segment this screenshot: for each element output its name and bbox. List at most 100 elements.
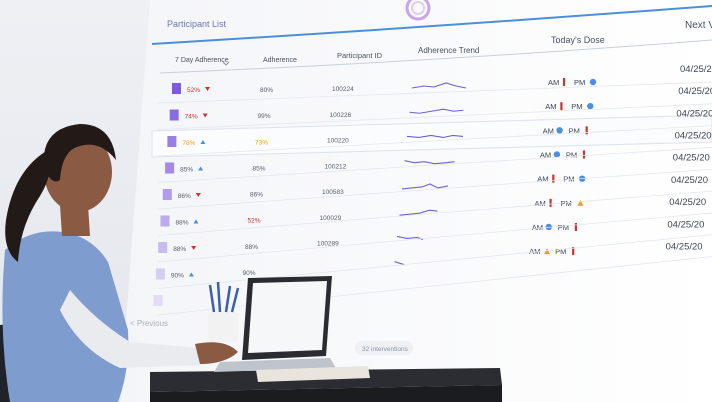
next-visit-date: 04/25/20 bbox=[675, 131, 712, 142]
late-dose-icon bbox=[577, 199, 584, 206]
participant-table: 52% 80% 100224 AM PM 04/25/2 74% 99% 100226 AM PM 0… bbox=[151, 64, 712, 316]
table-row[interactable]: 85% 85% 100212 AM PM 04/25/20 bbox=[157, 131, 712, 183]
table-row[interactable]: 88% 52% 100029 AM PM 04/25/20 bbox=[157, 175, 712, 236]
next-visit-date: 04/25/2 bbox=[680, 64, 712, 75]
missed-dose-icon bbox=[560, 102, 563, 111]
missed-dose-icon bbox=[572, 247, 575, 256]
adherence-bar bbox=[158, 242, 168, 253]
seven-day-adherence: 88% bbox=[173, 246, 186, 253]
missed-dose-icon bbox=[563, 78, 566, 86]
trend-down-icon bbox=[205, 87, 210, 91]
adherence-value: 52% bbox=[248, 218, 261, 225]
taken-dose-icon bbox=[589, 78, 597, 86]
participant-id[interactable]: 100212 bbox=[325, 163, 347, 170]
adherence-bar bbox=[172, 83, 181, 94]
participant-id[interactable]: 100583 bbox=[322, 189, 344, 196]
trend-down-icon bbox=[195, 193, 201, 197]
table-row[interactable]: 74% 99% 100226 AM PM 04/25/20 bbox=[157, 86, 712, 130]
pm-label: PM bbox=[569, 126, 580, 135]
next-visit-date: 04/25/20 bbox=[671, 175, 708, 186]
adherence-value: 99% bbox=[258, 113, 271, 120]
adherence-sparkline bbox=[411, 82, 467, 89]
pm-label: PM bbox=[571, 102, 582, 111]
missed-dose-icon bbox=[585, 126, 588, 135]
column-header[interactable]: Adherence bbox=[263, 57, 297, 64]
adherence-value: 80% bbox=[260, 87, 273, 94]
next-visit-date: 04/25/20 bbox=[678, 86, 712, 97]
adherence-sparkline bbox=[394, 261, 405, 266]
missed-dose-icon bbox=[574, 222, 577, 231]
adherence-sparkline bbox=[406, 134, 464, 139]
adherence-value: 86% bbox=[250, 192, 263, 199]
interventions-count: 32 interventions bbox=[362, 346, 409, 353]
am-label: AM bbox=[543, 126, 554, 135]
adherence-bar bbox=[165, 162, 175, 174]
header-accent-line bbox=[151, 5, 712, 45]
pm-label: PM bbox=[563, 175, 574, 184]
adherence-bar bbox=[160, 215, 170, 227]
column-header[interactable]: Today's Dose bbox=[551, 35, 605, 45]
next-visit-date: 04/25/20 bbox=[667, 219, 704, 230]
column-header[interactable]: Adherence Trend bbox=[418, 46, 479, 55]
adherence-value: 73% bbox=[255, 139, 268, 146]
seven-day-adherence: 88% bbox=[176, 220, 189, 227]
adherence-bar bbox=[153, 295, 163, 306]
missed-dose-icon bbox=[552, 174, 555, 183]
trend-up-icon bbox=[198, 166, 204, 171]
am-label: AM bbox=[537, 175, 548, 184]
adherence-bar bbox=[169, 109, 179, 121]
pm-label: PM bbox=[561, 199, 572, 208]
column-header[interactable]: Next V bbox=[685, 20, 712, 31]
next-visit-date: 04/25/20 bbox=[669, 197, 706, 208]
table-header: 7 Day Adherence Adherence Participant ID Ad… bbox=[159, 20, 712, 74]
participant-id[interactable]: 100220 bbox=[327, 138, 349, 145]
adherence-value: 88% bbox=[245, 244, 258, 251]
participant-id[interactable]: 100289 bbox=[317, 241, 339, 248]
table-row[interactable]: 52% 80% 100224 AM PM 04/25/2 bbox=[157, 64, 712, 104]
adherence-sparkline bbox=[404, 160, 455, 165]
seven-day-adherence: 78% bbox=[182, 140, 195, 147]
trend-down-icon bbox=[191, 246, 197, 250]
am-label: AM bbox=[540, 150, 551, 159]
table-row[interactable]: 88% 88% 100289 AM PM 04/25/20 bbox=[157, 197, 712, 263]
adherence-value: 90% bbox=[243, 270, 256, 277]
next-visit-date: 04/25/20 bbox=[676, 108, 712, 119]
column-header[interactable]: 7 Day Adherence bbox=[175, 57, 229, 64]
next-visit-date: 04/25/20 bbox=[666, 241, 703, 252]
seven-day-adherence: 86% bbox=[178, 193, 191, 200]
am-label: AM bbox=[535, 199, 546, 208]
taken-dose-icon bbox=[587, 102, 594, 110]
footer-pill bbox=[355, 341, 413, 355]
participant-id[interactable]: 100029 bbox=[320, 215, 342, 222]
adherence-bar bbox=[155, 268, 165, 280]
table-row[interactable]: 78% 73% 100220 AM PM 04/25/20 bbox=[151, 108, 712, 158]
seven-day-adherence: 74% bbox=[185, 114, 198, 121]
column-header[interactable]: Participant ID bbox=[337, 51, 383, 60]
trend-up-icon bbox=[188, 272, 194, 277]
app-logo-icon bbox=[405, 0, 431, 21]
pm-label: PM bbox=[558, 223, 569, 232]
pm-label: PM bbox=[574, 78, 585, 87]
page-title: Participant List bbox=[167, 19, 227, 29]
missed-dose-icon bbox=[582, 150, 586, 159]
table-row[interactable]: 86% 86% 100583 AM PM 04/25/20 bbox=[157, 153, 712, 210]
pm-label: PM bbox=[555, 247, 566, 256]
adherence-sparkline bbox=[409, 108, 464, 114]
adherence-sparkline bbox=[401, 183, 449, 190]
participant-id[interactable]: 100224 bbox=[332, 86, 354, 93]
adherence-bar bbox=[162, 189, 172, 200]
seven-day-adherence: 90% bbox=[171, 273, 184, 280]
taken-dose-icon bbox=[553, 151, 561, 158]
am-label: AM bbox=[532, 223, 543, 232]
next-visit-date: 04/25/20 bbox=[673, 153, 710, 164]
previous-link[interactable]: < Previous bbox=[130, 319, 168, 328]
participant-id[interactable]: 100226 bbox=[330, 112, 352, 119]
trend-up-icon bbox=[193, 219, 199, 224]
trend-down-icon bbox=[202, 113, 208, 118]
taken-dose-icon bbox=[556, 127, 563, 134]
sort-chevron-icon[interactable] bbox=[222, 61, 230, 66]
taken-dose-icon bbox=[545, 223, 552, 231]
seven-day-adherence: 52% bbox=[187, 87, 200, 94]
seven-day-adherence: 85% bbox=[180, 167, 193, 174]
